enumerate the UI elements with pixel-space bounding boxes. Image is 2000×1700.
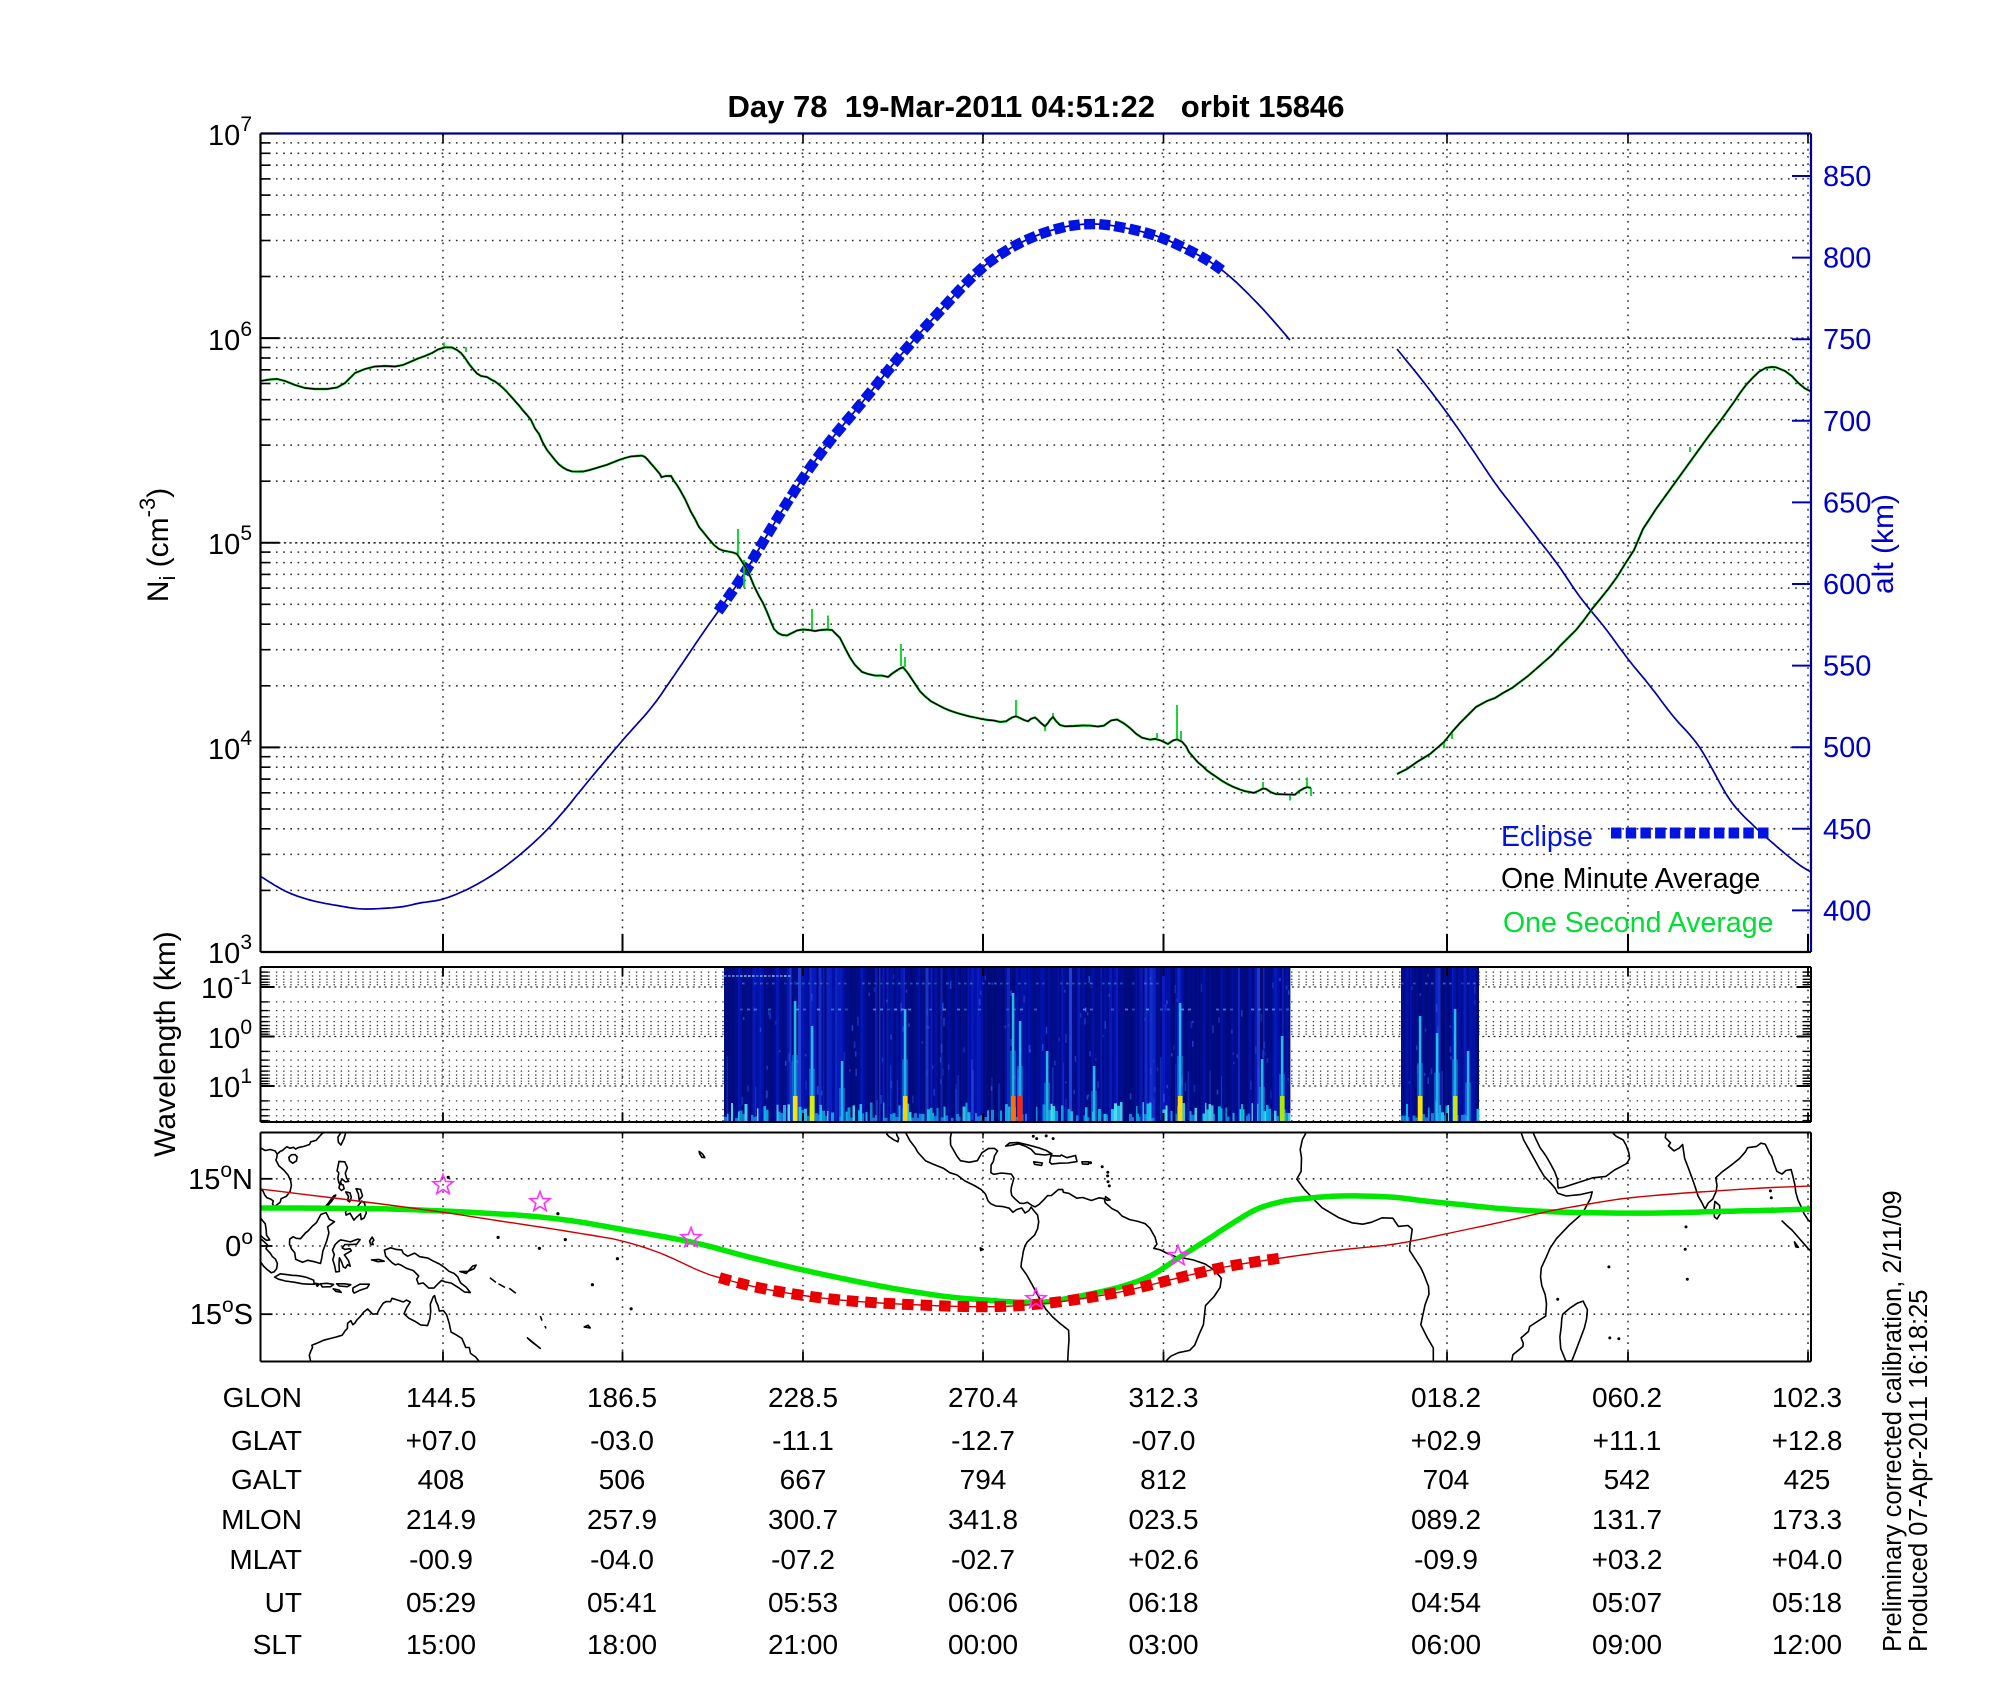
svg-text:GLON: GLON <box>223 1382 302 1413</box>
svg-text:300.7: 300.7 <box>768 1504 838 1535</box>
svg-text:SLT: SLT <box>253 1629 302 1660</box>
svg-text:05:41: 05:41 <box>587 1587 657 1618</box>
svg-text:667: 667 <box>780 1464 827 1495</box>
svg-text:106: 106 <box>208 318 252 357</box>
svg-text:15:00: 15:00 <box>406 1629 476 1660</box>
svg-text:812: 812 <box>1140 1464 1187 1495</box>
svg-text:Wavelength (km): Wavelength (km) <box>149 931 182 1157</box>
svg-text:15oS: 15oS <box>190 1294 253 1331</box>
svg-text:06:06: 06:06 <box>948 1587 1018 1618</box>
svg-text:MLON: MLON <box>221 1504 302 1535</box>
svg-text:00:00: 00:00 <box>948 1629 1018 1660</box>
svg-text:450: 450 <box>1823 814 1871 846</box>
svg-text:257.9: 257.9 <box>587 1504 657 1535</box>
svg-text:173.3: 173.3 <box>1772 1504 1842 1535</box>
svg-text:MLAT: MLAT <box>229 1544 302 1575</box>
svg-text:UT: UT <box>265 1587 302 1618</box>
svg-text:-00.9: -00.9 <box>409 1544 473 1575</box>
svg-text:107: 107 <box>208 113 252 152</box>
svg-text:+11.1: +11.1 <box>1593 1425 1662 1456</box>
svg-text:05:18: 05:18 <box>1772 1587 1842 1618</box>
svg-text:550: 550 <box>1823 651 1871 683</box>
svg-text:100: 100 <box>208 1016 252 1055</box>
svg-text:400: 400 <box>1823 895 1871 927</box>
svg-text:600: 600 <box>1823 569 1871 601</box>
svg-text:131.7: 131.7 <box>1592 1504 1662 1535</box>
svg-text:102.3: 102.3 <box>1772 1382 1842 1413</box>
svg-text:03:00: 03:00 <box>1128 1629 1198 1660</box>
svg-text:228.5: 228.5 <box>768 1382 838 1413</box>
svg-text:Day 78 19-Mar-2011 04:51:22: Day 78 19-Mar-2011 04:51:22 orbit 15846 <box>728 89 1345 124</box>
svg-text:Ni (cm-3): Ni (cm-3) <box>135 488 180 602</box>
svg-text:Produced 07-Apr-2011 16:18:25: Produced 07-Apr-2011 16:18:25 <box>1905 1290 1933 1652</box>
svg-text:04:54: 04:54 <box>1411 1587 1481 1618</box>
svg-text:018.2: 018.2 <box>1411 1382 1481 1413</box>
svg-text:Eclipse: Eclipse <box>1501 821 1593 853</box>
svg-text:+07.0: +07.0 <box>406 1425 477 1456</box>
svg-text:+12.8: +12.8 <box>1772 1425 1843 1456</box>
svg-text:186.5: 186.5 <box>587 1382 657 1413</box>
svg-text:023.5: 023.5 <box>1128 1504 1198 1535</box>
svg-text:06:18: 06:18 <box>1128 1587 1198 1618</box>
svg-text:214.9: 214.9 <box>406 1504 476 1535</box>
svg-text:One Second Average: One Second Average <box>1503 907 1773 939</box>
svg-text:-11.1: -11.1 <box>772 1425 834 1456</box>
svg-text:270.4: 270.4 <box>948 1382 1018 1413</box>
svg-text:542: 542 <box>1604 1464 1651 1495</box>
svg-text:18:00: 18:00 <box>587 1629 657 1660</box>
svg-text:341.8: 341.8 <box>948 1504 1018 1535</box>
svg-text:104: 104 <box>208 727 252 766</box>
svg-text:312.3: 312.3 <box>1128 1382 1198 1413</box>
svg-text:144.5: 144.5 <box>406 1382 476 1413</box>
svg-text:408: 408 <box>418 1464 465 1495</box>
svg-text:05:53: 05:53 <box>768 1587 838 1618</box>
svg-text:-03.0: -03.0 <box>590 1425 654 1456</box>
svg-text:+04.0: +04.0 <box>1772 1544 1843 1575</box>
svg-text:704: 704 <box>1423 1464 1470 1495</box>
svg-text:500: 500 <box>1823 732 1871 764</box>
svg-text:-09.9: -09.9 <box>1414 1544 1478 1575</box>
svg-text:Preliminary corrected calibrat: Preliminary corrected calibration, 2/11/… <box>1879 1190 1907 1652</box>
svg-text:800: 800 <box>1823 243 1871 275</box>
svg-text:-07.0: -07.0 <box>1132 1425 1196 1456</box>
svg-text:089.2: 089.2 <box>1411 1504 1481 1535</box>
svg-text:506: 506 <box>599 1464 646 1495</box>
svg-text:-07.2: -07.2 <box>771 1544 835 1575</box>
svg-text:GALT: GALT <box>231 1464 302 1495</box>
svg-text:05:29: 05:29 <box>406 1587 476 1618</box>
svg-text:750: 750 <box>1823 324 1871 356</box>
svg-text:+02.9: +02.9 <box>1411 1425 1482 1456</box>
svg-text:101: 101 <box>208 1065 252 1104</box>
svg-text:794: 794 <box>960 1464 1007 1495</box>
svg-text:12:00: 12:00 <box>1772 1629 1842 1660</box>
svg-text:103: 103 <box>208 931 252 970</box>
svg-text:09:00: 09:00 <box>1592 1629 1662 1660</box>
svg-text:05:07: 05:07 <box>1592 1587 1662 1618</box>
svg-text:One Minute Average: One Minute Average <box>1501 863 1760 895</box>
svg-text:21:00: 21:00 <box>768 1629 838 1660</box>
svg-text:+03.2: +03.2 <box>1592 1544 1663 1575</box>
svg-text:GLAT: GLAT <box>231 1425 302 1456</box>
svg-text:105: 105 <box>208 522 252 561</box>
svg-text:-02.7: -02.7 <box>951 1544 1015 1575</box>
svg-text:-04.0: -04.0 <box>590 1544 654 1575</box>
svg-text:10-1: 10-1 <box>201 966 252 1005</box>
svg-text:-12.7: -12.7 <box>951 1425 1015 1456</box>
svg-text:700: 700 <box>1823 406 1871 438</box>
svg-text:060.2: 060.2 <box>1592 1382 1662 1413</box>
svg-text:06:00: 06:00 <box>1411 1629 1481 1660</box>
svg-text:850: 850 <box>1823 161 1871 193</box>
svg-text:alt (km): alt (km) <box>1867 494 1900 594</box>
svg-text:650: 650 <box>1823 487 1871 519</box>
svg-text:425: 425 <box>1784 1464 1831 1495</box>
svg-text:+02.6: +02.6 <box>1128 1544 1199 1575</box>
